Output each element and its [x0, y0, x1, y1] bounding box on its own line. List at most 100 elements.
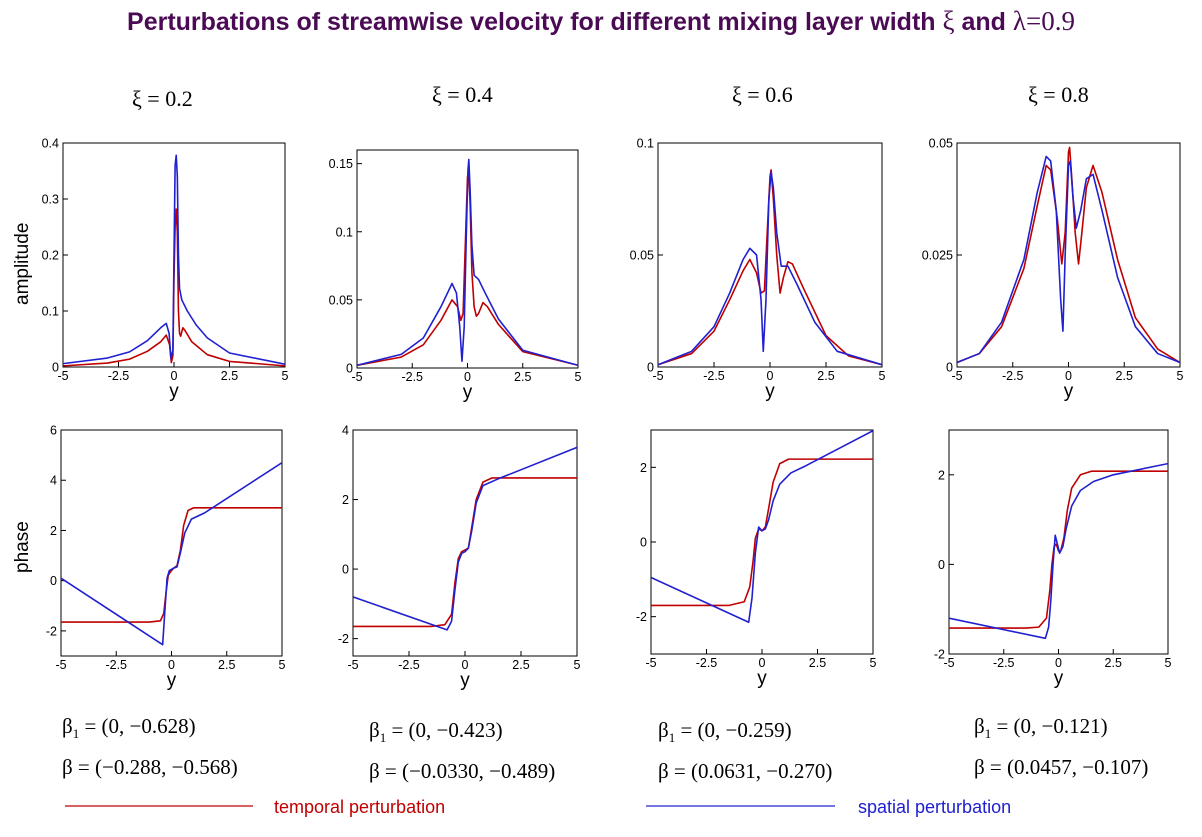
x-tick-label: -2.5 — [696, 656, 718, 670]
x-axis-label: y — [1054, 668, 1064, 689]
y-tick-label: 2 — [938, 468, 945, 482]
y-tick-label: 6 — [50, 424, 57, 438]
y-tick-label: -2 — [46, 624, 57, 638]
series-group — [353, 446, 577, 631]
beta-col1: β = (−0.288, −0.568) — [62, 755, 238, 779]
x-tick-label: 2.5 — [1105, 656, 1122, 670]
beta1-symbol: β — [658, 718, 669, 742]
x-axis-label: y — [460, 670, 470, 691]
y-tick-label: 0.1 — [637, 137, 654, 151]
temporal-series-line — [63, 208, 285, 367]
beta1-col4: β1 = (0, −0.121) — [974, 714, 1108, 742]
x-tick-label: 2.5 — [218, 658, 235, 672]
title-and-text: and — [961, 8, 1006, 36]
spatial-series-line — [357, 158, 578, 367]
y-tick-label: 0 — [938, 558, 945, 572]
x-tick-label: -2.5 — [108, 369, 130, 383]
x-tick-label: -5 — [57, 369, 68, 383]
x-tick-label: -2.5 — [703, 369, 725, 383]
legend-spatial-label: spatial perturbation — [858, 797, 1012, 817]
x-axis-label: y — [167, 670, 177, 691]
beta1-symbol: β — [974, 714, 985, 738]
y-tick-label: 0 — [346, 362, 353, 376]
x-tick-label: 2.5 — [512, 658, 529, 672]
x-tick-label: 5 — [1177, 369, 1184, 383]
plot-frame — [948, 429, 1169, 655]
beta1-value: (0, −0.628) — [101, 714, 196, 738]
beta-col3: β = (0.0631, −0.270) — [658, 759, 833, 783]
x-tick-label: 0 — [171, 369, 178, 383]
plot-frame — [650, 429, 874, 655]
phase-chart-xi-0.8: -5 -2.5 0 2.5 5 -2 0 2 y — [934, 429, 1172, 689]
xi-label-col3: ξ = 0.6 — [732, 82, 793, 107]
y-tick-label: 0 — [50, 574, 57, 588]
x-tick-label: -2.5 — [398, 658, 420, 672]
y-tick-label: 0.15 — [329, 157, 353, 171]
x-tick-label: 5 — [575, 370, 582, 384]
amplitude-chart-xi-0.8: -5 -2.5 0 2.5 5 0 0.025 0.05 y — [922, 137, 1184, 403]
title-text: Perturbations of streamwise velocity for… — [127, 8, 936, 36]
x-tick-label: 5 — [870, 656, 877, 670]
x-tick-label: 0 — [462, 658, 469, 672]
phase-chart-xi-0.6: -5 -2.5 0 2.5 5 -2 0 2 y — [636, 429, 877, 689]
y-tick-label: 0.025 — [922, 249, 953, 263]
legend-temporal-label: temporal perturbation — [274, 797, 446, 817]
title-xi-symbol: ξ — [942, 6, 955, 36]
phase-chart-xi-0.4: -5 -2.5 0 2.5 5 -2 0 2 4 y — [338, 424, 581, 692]
beta-col4: β = (0.0457, −0.107) — [974, 755, 1149, 779]
xi-label-col4: ξ = 0.8 — [1028, 82, 1089, 107]
y-tick-label: -2 — [934, 648, 945, 662]
spatial-series-line — [651, 430, 873, 624]
phase-chart-xi-0.2: -5 -2.5 0 2.5 5 -2 0 2 4 6 y — [46, 424, 286, 692]
spatial-series-line — [353, 446, 577, 631]
y-tick-label: 0.05 — [630, 249, 654, 263]
x-tick-label: 2.5 — [817, 369, 834, 383]
x-axis-label: y — [765, 381, 775, 402]
xi-label-col1: ξ = 0.2 — [132, 86, 193, 111]
x-tick-label: 0 — [168, 658, 175, 672]
y-tick-label: 2 — [342, 493, 349, 507]
x-axis-label: y — [169, 381, 179, 402]
x-tick-label: 5 — [574, 658, 581, 672]
beta1-value: (0, −0.121) — [1013, 714, 1108, 738]
x-tick-label: 5 — [282, 369, 289, 383]
beta1-subscript: 1 — [668, 730, 676, 746]
y-tick-label: 4 — [342, 424, 349, 438]
y-tick-label: -2 — [338, 632, 349, 646]
x-tick-label: 0 — [767, 369, 774, 383]
x-tick-label: -5 — [347, 658, 358, 672]
beta1-col2: β1 = (0, −0.423) — [369, 718, 503, 746]
x-tick-label: -5 — [351, 370, 362, 384]
y-tick-label: 0.05 — [329, 293, 353, 307]
x-tick-label: 5 — [879, 369, 886, 383]
x-tick-label: 5 — [279, 658, 286, 672]
x-tick-label: 2.5 — [809, 656, 826, 670]
beta1-col1: β1 = (0, −0.628) — [62, 714, 196, 742]
x-tick-label: -5 — [652, 369, 663, 383]
x-tick-label: 0 — [1055, 656, 1062, 670]
amplitude-chart-xi-0.2: -5 -2.5 0 2.5 5 0 0.1 0.2 0.3 0.4 y — [42, 137, 289, 403]
x-tick-label: -2.5 — [401, 370, 423, 384]
x-axis-label: y — [1064, 381, 1074, 402]
amplitude-chart-xi-0.6: -5 -2.5 0 2.5 5 0 0.05 0.1 y — [630, 137, 886, 403]
beta1-symbol: β — [62, 714, 73, 738]
y-tick-label: 0 — [640, 536, 647, 550]
y-tick-label: 0.4 — [42, 137, 59, 151]
spatial-series-line — [957, 155, 1180, 364]
title-lambda: λ=0.9 — [1012, 6, 1075, 36]
x-tick-label: 2.5 — [514, 370, 531, 384]
x-tick-label: 0 — [759, 656, 766, 670]
y-tick-label: 4 — [50, 474, 57, 488]
x-tick-label: -2.5 — [1002, 369, 1024, 383]
y-tick-label: 2 — [50, 524, 57, 538]
y-tick-label: 0.2 — [42, 249, 59, 263]
series-group — [357, 158, 578, 367]
y-tick-label: 2 — [640, 461, 647, 475]
y-tick-label: 0.1 — [42, 305, 59, 319]
spatial-series-line — [61, 461, 282, 646]
y-tick-label: 0 — [946, 361, 953, 375]
y-tick-label: -2 — [636, 610, 647, 624]
figure-title: Perturbations of streamwise velocity for… — [0, 6, 1202, 37]
x-tick-label: -2.5 — [105, 658, 127, 672]
